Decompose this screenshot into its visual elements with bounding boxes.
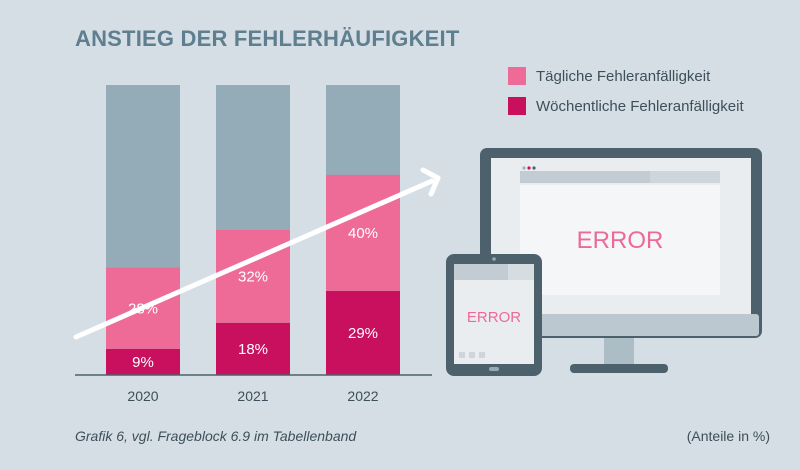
bar-daily-2021 [216, 230, 290, 323]
legend: Tägliche Fehleranfälligkeit Wöchentliche… [508, 66, 744, 126]
legend-item-weekly: Wöchentliche Fehleranfälligkeit [508, 96, 744, 116]
x-tick-label-2022: 2022 [347, 388, 378, 404]
monitor-dot-icon [522, 166, 526, 170]
legend-label-daily: Tägliche Fehleranfälligkeit [536, 67, 711, 85]
unit-note: (Anteile in %) [686, 428, 770, 444]
chart-title: ANSTIEG DER FEHLERHÄUFIGKEIT [75, 26, 460, 51]
tablet-illustration: ERROR [446, 254, 542, 376]
data-label-weekly-2020: 9% [132, 354, 154, 371]
bar-weekly-2021 [216, 322, 290, 375]
tablet-bottom-dot [469, 352, 475, 358]
monitor-dot-icon [527, 166, 531, 170]
monitor-dot-icon [532, 166, 536, 170]
data-label-daily-2021: 32% [238, 268, 268, 285]
monitor-illustration: ERROR [480, 148, 762, 373]
tablet-bottom-dot [479, 352, 485, 358]
data-label-daily-2022: 40% [348, 225, 378, 242]
monitor-stand-base [570, 364, 668, 373]
monitor-stand-neck [604, 336, 634, 366]
tablet-screen [454, 264, 534, 364]
legend-item-daily: Tägliche Fehleranfälligkeit [508, 66, 744, 86]
x-tick-label-2020: 2020 [127, 388, 158, 404]
monitor-error-text: ERROR [577, 227, 664, 254]
trend-arrow-head [420, 167, 441, 197]
tablet-top-tab [508, 264, 534, 280]
tablet-error-text: ERROR [467, 309, 521, 326]
monitor-chin [483, 314, 759, 336]
tablet-camera-icon [492, 257, 496, 261]
trend-arrow-line [73, 178, 435, 340]
monitor-browser-tab [520, 171, 650, 183]
x-axis-ticks: 2020 2021 2022 [127, 388, 378, 404]
monitor-page [520, 185, 720, 295]
legend-label-weekly: Wöchentliche Fehleranfälligkeit [536, 97, 744, 115]
legend-swatch-weekly [508, 97, 526, 115]
bar-daily-2022 [326, 174, 400, 291]
source-note: Grafik 6, vgl. Frageblock 6.9 im Tabelle… [75, 428, 357, 444]
bar-weekly-2022 [326, 290, 400, 375]
bars-layer: 9%28%18%32%29%40% [106, 85, 400, 375]
bar-weekly-2020 [106, 348, 180, 375]
tablet-bottom-dot [459, 352, 465, 358]
data-label-weekly-2022: 29% [348, 325, 378, 342]
x-tick-label-2021: 2021 [237, 388, 268, 404]
tablet-home-button [489, 367, 499, 371]
trend-arrow [73, 167, 441, 340]
legend-swatch-daily [508, 67, 526, 85]
data-label-weekly-2021: 18% [238, 341, 268, 358]
